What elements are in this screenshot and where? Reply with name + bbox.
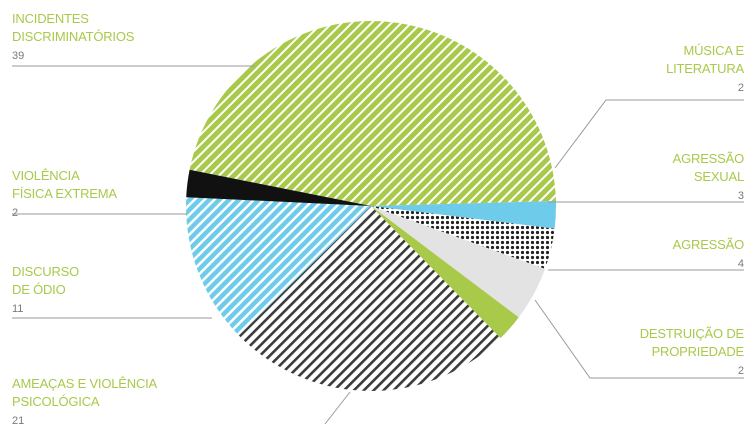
slice-value: 39	[12, 50, 25, 62]
label-violencia-fisica-extrema: VIOLÊNCIA FÍSICA EXTREMA 2	[12, 167, 117, 222]
slice-label-line: PSICOLÓGICA	[12, 394, 100, 409]
label-agressao: AGRESSÃO 4	[673, 236, 744, 273]
pie-slice-5	[238, 206, 501, 392]
slice-label-line: AGRESSÃO	[672, 237, 744, 252]
slice-value: 4	[737, 258, 744, 270]
slice-label-line: DE ÓDIO	[12, 282, 66, 297]
slice-label-line: PROPRIEDADE	[651, 344, 744, 359]
slice-label-line: AMEAÇAS E VIOLÊNCIA	[12, 376, 158, 391]
pie-slices	[185, 21, 556, 392]
slice-value: 2	[737, 82, 744, 94]
slice-label-line: MÚSICA E	[683, 43, 744, 58]
pie-slice-6	[185, 197, 371, 336]
pie-slice-7	[186, 169, 371, 206]
slice-value: 2	[12, 207, 19, 219]
leader-line-3	[324, 391, 351, 425]
slice-label-line: VIOLÊNCIA	[12, 168, 80, 183]
leader-lines	[12, 65, 744, 425]
leader-line-7	[534, 299, 744, 379]
slice-value: 2	[737, 365, 744, 377]
label-agressao-sexual: AGRESSÃO SEXUAL 3	[673, 150, 744, 205]
pie-slice-4	[371, 206, 519, 339]
leader-line-4	[554, 99, 744, 169]
pie-slice-1	[371, 200, 556, 229]
slice-value: 21	[12, 415, 25, 427]
slice-value: 3	[737, 190, 744, 202]
label-ameacas-violencia-psicologica: AMEAÇAS E VIOLÊNCIA PSICOLÓGICA 21	[12, 375, 157, 430]
label-discurso-de-odio: DISCURSO DE ÓDIO 11	[12, 263, 79, 318]
label-destruicao-de-propriedade: DESTRUIÇÃO DE PROPRIEDADE 2	[640, 325, 744, 380]
label-incidentes-discriminatorios: INCIDENTES DISCRIMINATÓRIOS 39	[12, 10, 134, 65]
slice-label-line: AGRESSÃO	[672, 151, 744, 166]
slice-label-line: DISCRIMINATÓRIOS	[12, 29, 135, 44]
slice-label-line: DESTRUIÇÃO DE	[639, 326, 744, 341]
slice-label-line: FÍSICA EXTREMA	[12, 186, 117, 201]
pie-slice-3	[371, 206, 545, 318]
pie-slice-0	[189, 21, 556, 206]
slice-value: 11	[12, 303, 24, 315]
slice-label-line: LITERATURA	[666, 61, 744, 76]
pie-slice-2	[371, 206, 555, 269]
label-musica-e-literatura: MÚSICA E LITERATURA 2	[666, 42, 744, 97]
slice-label-line: SEXUAL	[693, 169, 744, 184]
slice-label-line: DISCURSO	[12, 264, 80, 279]
slice-label-line: INCIDENTES	[12, 11, 89, 26]
